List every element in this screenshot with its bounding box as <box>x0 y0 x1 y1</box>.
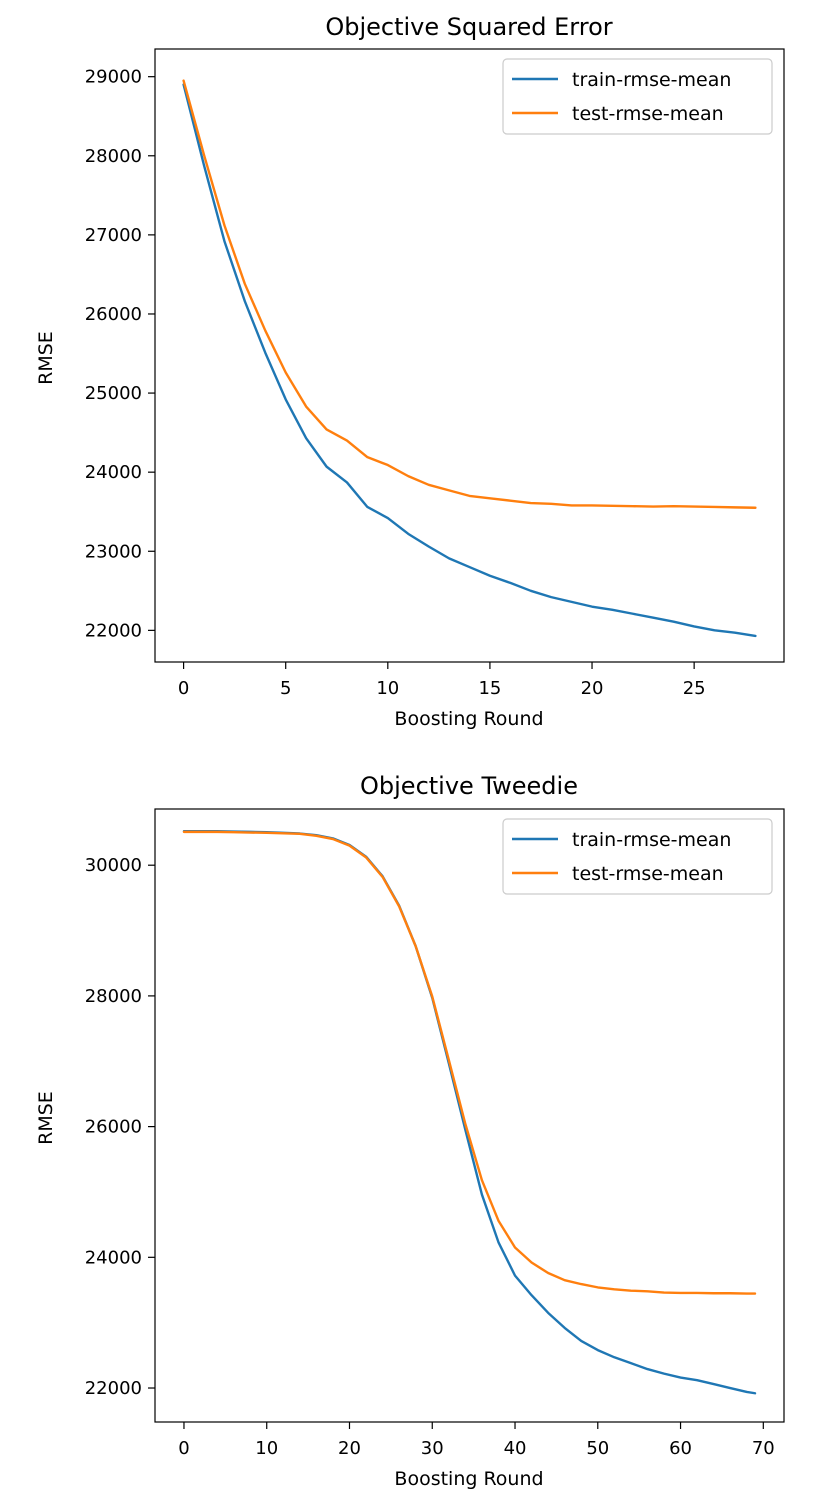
y-axis: 22000 23000 24000 25000 26000 27000 28000 29000 <box>85 67 155 641</box>
x-tick-label: 50 <box>586 1438 609 1459</box>
legend-label-test: test-rmse-mean <box>572 863 724 885</box>
y-tick-label: 28000 <box>85 146 142 167</box>
y-tick-label: 26000 <box>85 304 142 325</box>
x-tick-label: 5 <box>280 678 291 699</box>
legend: train-rmse-mean test-rmse-mean <box>502 818 773 895</box>
series-line-test <box>182 830 757 1295</box>
y-tick-label: 26000 <box>85 1117 142 1138</box>
series-line-test <box>182 79 757 509</box>
x-axis-label: Boosting Round <box>394 1468 543 1490</box>
chart-title: Objective Tweedie <box>360 772 578 800</box>
x-tick-label: 40 <box>504 1438 527 1459</box>
x-tick-label: 20 <box>338 1438 361 1459</box>
y-tick-label: 30000 <box>85 855 142 876</box>
x-tick-label: 20 <box>581 678 604 699</box>
x-tick-label: 10 <box>376 678 399 699</box>
x-tick-label: 10 <box>255 1438 278 1459</box>
chart-title: Objective Squared Error <box>325 13 612 41</box>
legend-label-train: train-rmse-mean <box>572 829 731 851</box>
x-tick-label: 30 <box>421 1438 444 1459</box>
chart-tweedie: Objective Tweedie 22000 24000 26000 28000 30… <box>35 772 785 1490</box>
series-line-train <box>182 83 757 638</box>
y-axis-label: RMSE <box>35 1091 57 1145</box>
x-tick-label: 60 <box>669 1438 692 1459</box>
x-tick-label: 70 <box>752 1438 775 1459</box>
y-tick-label: 22000 <box>85 620 142 641</box>
x-axis-label: Boosting Round <box>394 708 543 730</box>
legend: train-rmse-mean test-rmse-mean <box>502 58 773 135</box>
y-tick-label: 25000 <box>85 383 142 404</box>
plot-area <box>154 48 785 663</box>
series-lines <box>182 830 757 1395</box>
legend-box <box>502 58 773 135</box>
plot-area <box>154 808 785 1423</box>
y-tick-label: 28000 <box>85 986 142 1007</box>
x-axis: 0 10 20 30 40 50 60 70 <box>178 1422 775 1459</box>
x-axis: 0 5 10 15 20 25 <box>178 662 706 699</box>
legend-box <box>502 818 773 895</box>
series-lines <box>182 79 757 638</box>
y-tick-label: 24000 <box>85 462 142 483</box>
y-tick-label: 29000 <box>85 67 142 88</box>
y-axis-label: RMSE <box>35 331 57 385</box>
y-tick-label: 27000 <box>85 225 142 246</box>
y-tick-label: 23000 <box>85 541 142 562</box>
x-tick-label: 0 <box>178 1438 189 1459</box>
y-tick-label: 24000 <box>85 1247 142 1268</box>
legend-label-test: test-rmse-mean <box>572 103 724 125</box>
x-tick-label: 15 <box>478 678 501 699</box>
legend-label-train: train-rmse-mean <box>572 69 731 91</box>
y-axis: 22000 24000 26000 28000 30000 <box>85 855 155 1399</box>
x-tick-label: 25 <box>683 678 706 699</box>
x-tick-label: 0 <box>178 678 189 699</box>
chart-squared-error: Objective Squared Error 2200023000240002… <box>35 13 785 730</box>
y-tick-label: 22000 <box>85 1378 142 1399</box>
